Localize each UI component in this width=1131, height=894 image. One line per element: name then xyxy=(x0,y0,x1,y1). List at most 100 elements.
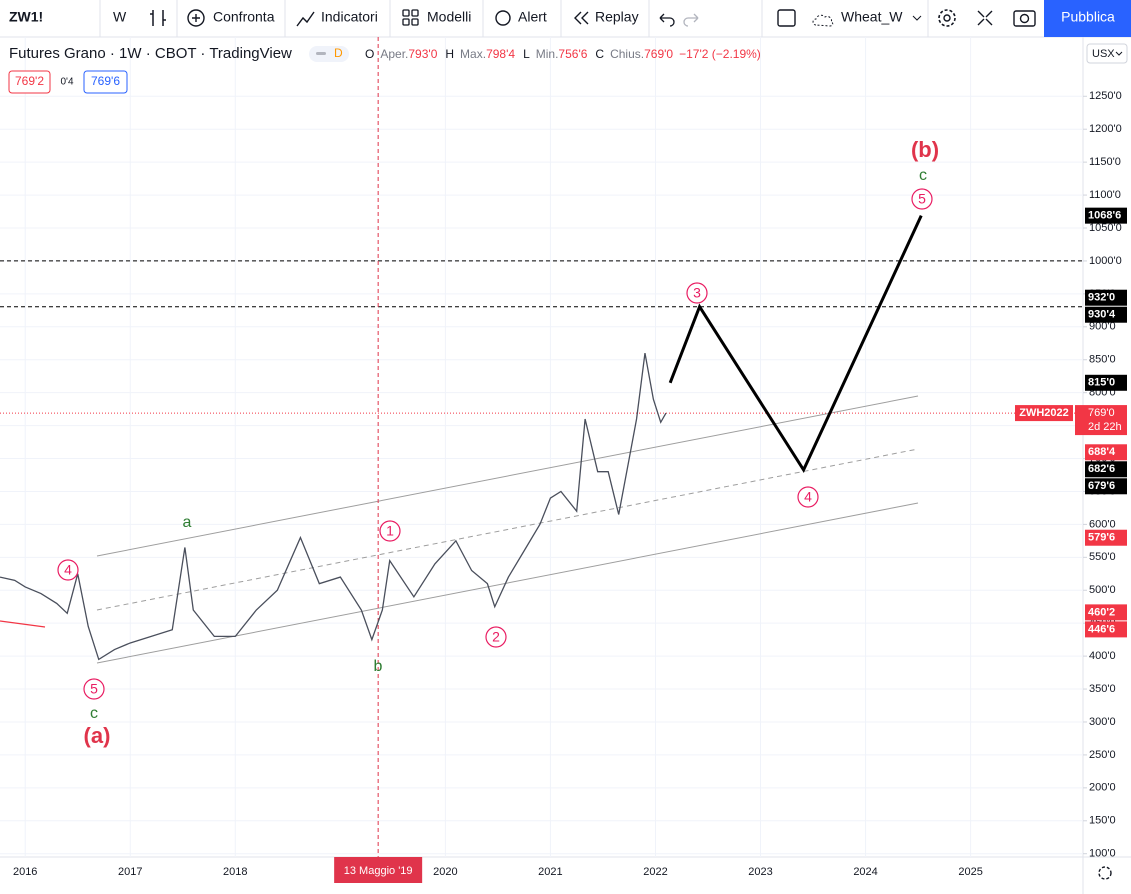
bar-style-icon[interactable] xyxy=(150,10,166,26)
wave-circle xyxy=(686,282,708,304)
interval[interactable]: W xyxy=(113,9,127,25)
symbol-box xyxy=(1015,405,1073,422)
currency[interactable]: USX xyxy=(1092,48,1115,60)
alert-icon[interactable] xyxy=(495,10,511,26)
channel-upper xyxy=(96,395,919,557)
y-tick-label: 400'0 xyxy=(1089,650,1116,662)
redo-icon[interactable] xyxy=(683,13,699,27)
x-tick-label: 2023 xyxy=(748,866,772,878)
ask[interactable]: 769'6 xyxy=(91,74,120,88)
undo-icon[interactable] xyxy=(659,13,675,27)
layout-name[interactable]: Wheat_W xyxy=(841,9,903,25)
wave-circle xyxy=(83,678,105,700)
y-tick-label: 350'0 xyxy=(1089,683,1116,695)
compare[interactable]: Confronta xyxy=(213,9,275,25)
y-tick-label: 250'0 xyxy=(1089,749,1116,761)
price-label-box xyxy=(1085,444,1127,461)
price-label-box xyxy=(1085,529,1127,546)
price-label: 682'6 xyxy=(1088,463,1115,475)
ohlc-name: Max. xyxy=(460,47,486,61)
symbol[interactable]: ZW1! xyxy=(9,9,43,25)
x-tick-label: 2025 xyxy=(958,866,982,878)
publish-button[interactable] xyxy=(1044,0,1131,37)
layout-icon[interactable] xyxy=(777,9,796,27)
y-tick-label: 100'0 xyxy=(1089,848,1116,860)
spread: 0'4 xyxy=(60,77,73,88)
channel-mid xyxy=(96,448,919,611)
price-line xyxy=(0,353,667,661)
y-tick-label: 1150'0 xyxy=(1089,156,1121,168)
y-tick-label: 850'0 xyxy=(1089,354,1116,366)
compare-icon[interactable] xyxy=(187,9,205,27)
wave-label: 5 xyxy=(90,681,98,697)
indicators-icon[interactable] xyxy=(296,11,315,27)
crosshair-box xyxy=(334,857,423,883)
x-tick-label: 2017 xyxy=(118,866,142,878)
current-symbol: ZWH2022 xyxy=(1019,407,1069,419)
price-label: 930'4 xyxy=(1088,309,1116,321)
snapshot-icon[interactable] xyxy=(1013,10,1036,27)
compare-icon[interactable] xyxy=(192,14,200,22)
alert[interactable]: Alert xyxy=(518,9,547,25)
currency-box[interactable] xyxy=(1086,43,1128,64)
dropdown-icon[interactable] xyxy=(912,15,922,21)
price-label: 460'2 xyxy=(1088,606,1115,618)
dropdown-icon[interactable] xyxy=(1115,51,1123,56)
wave-circle xyxy=(379,520,401,542)
grid xyxy=(0,37,1083,857)
x-tick-label: 2020 xyxy=(433,866,457,878)
y-tick-label: 1100'0 xyxy=(1089,189,1121,201)
replay[interactable]: Replay xyxy=(595,9,639,25)
bid-box[interactable] xyxy=(8,70,51,94)
wave-circle xyxy=(797,486,819,508)
ohlc-letter: H xyxy=(445,47,454,61)
ohlc-value: 756'6 xyxy=(558,47,587,61)
cloud-icon[interactable] xyxy=(812,14,834,27)
ask-box[interactable] xyxy=(83,70,128,94)
wave-label: c xyxy=(919,167,927,184)
templates-icon[interactable] xyxy=(402,9,419,26)
templates[interactable]: Modelli xyxy=(427,9,471,25)
x-tick-label: 2016 xyxy=(13,866,37,878)
price-label-box xyxy=(1085,289,1127,306)
axis-settings-icon[interactable] xyxy=(1098,866,1112,880)
wave-label: 4 xyxy=(64,562,72,578)
fullscreen-icon[interactable] xyxy=(977,10,993,26)
y-tick-label: 900'0 xyxy=(1089,321,1116,333)
y-tick-label: 300'0 xyxy=(1089,716,1116,728)
price-label-box xyxy=(1085,374,1127,391)
x-tick-label: 2018 xyxy=(223,866,247,878)
ohlc-value: 769'0 xyxy=(644,47,673,61)
y-tick-label: 600'0 xyxy=(1089,518,1116,530)
publish[interactable]: Pubblica xyxy=(1061,9,1115,25)
y-tick-label: 1000'0 xyxy=(1089,255,1122,267)
y-tick-label: 1050'0 xyxy=(1089,222,1122,234)
ohlc-name: Aper. xyxy=(380,47,408,61)
wave-circle xyxy=(911,188,933,210)
price-label-box xyxy=(1085,306,1127,323)
price-label: 815'0 xyxy=(1088,377,1115,389)
badge-pill xyxy=(309,46,349,62)
countdown: 2d 22h xyxy=(1088,421,1122,433)
crosshair-label: 13 Maggio '19 xyxy=(344,865,413,877)
price-label: 446'6 xyxy=(1088,623,1115,635)
price-label: 932'0 xyxy=(1088,292,1115,304)
indicators[interactable]: Indicatori xyxy=(321,9,378,25)
snapshot-icon[interactable] xyxy=(1019,13,1030,24)
y-tick-label: 200'0 xyxy=(1089,782,1116,794)
price-label-box xyxy=(1085,461,1127,478)
trend-line xyxy=(0,620,46,628)
settings-icon[interactable] xyxy=(938,9,956,27)
wave-label: (a) xyxy=(84,723,111,748)
ohlc-value: 798'4 xyxy=(486,47,515,61)
price-label-box xyxy=(1085,478,1127,495)
ohlc-letter: L xyxy=(523,47,530,61)
settings-icon[interactable] xyxy=(943,14,951,22)
ohlc-name: Min. xyxy=(536,47,559,61)
bid[interactable]: 769'2 xyxy=(15,74,44,88)
wave-label: 3 xyxy=(693,285,701,301)
replay-icon[interactable] xyxy=(574,11,589,25)
ohlc-change: −17'2 (−2.19%) xyxy=(679,47,761,61)
